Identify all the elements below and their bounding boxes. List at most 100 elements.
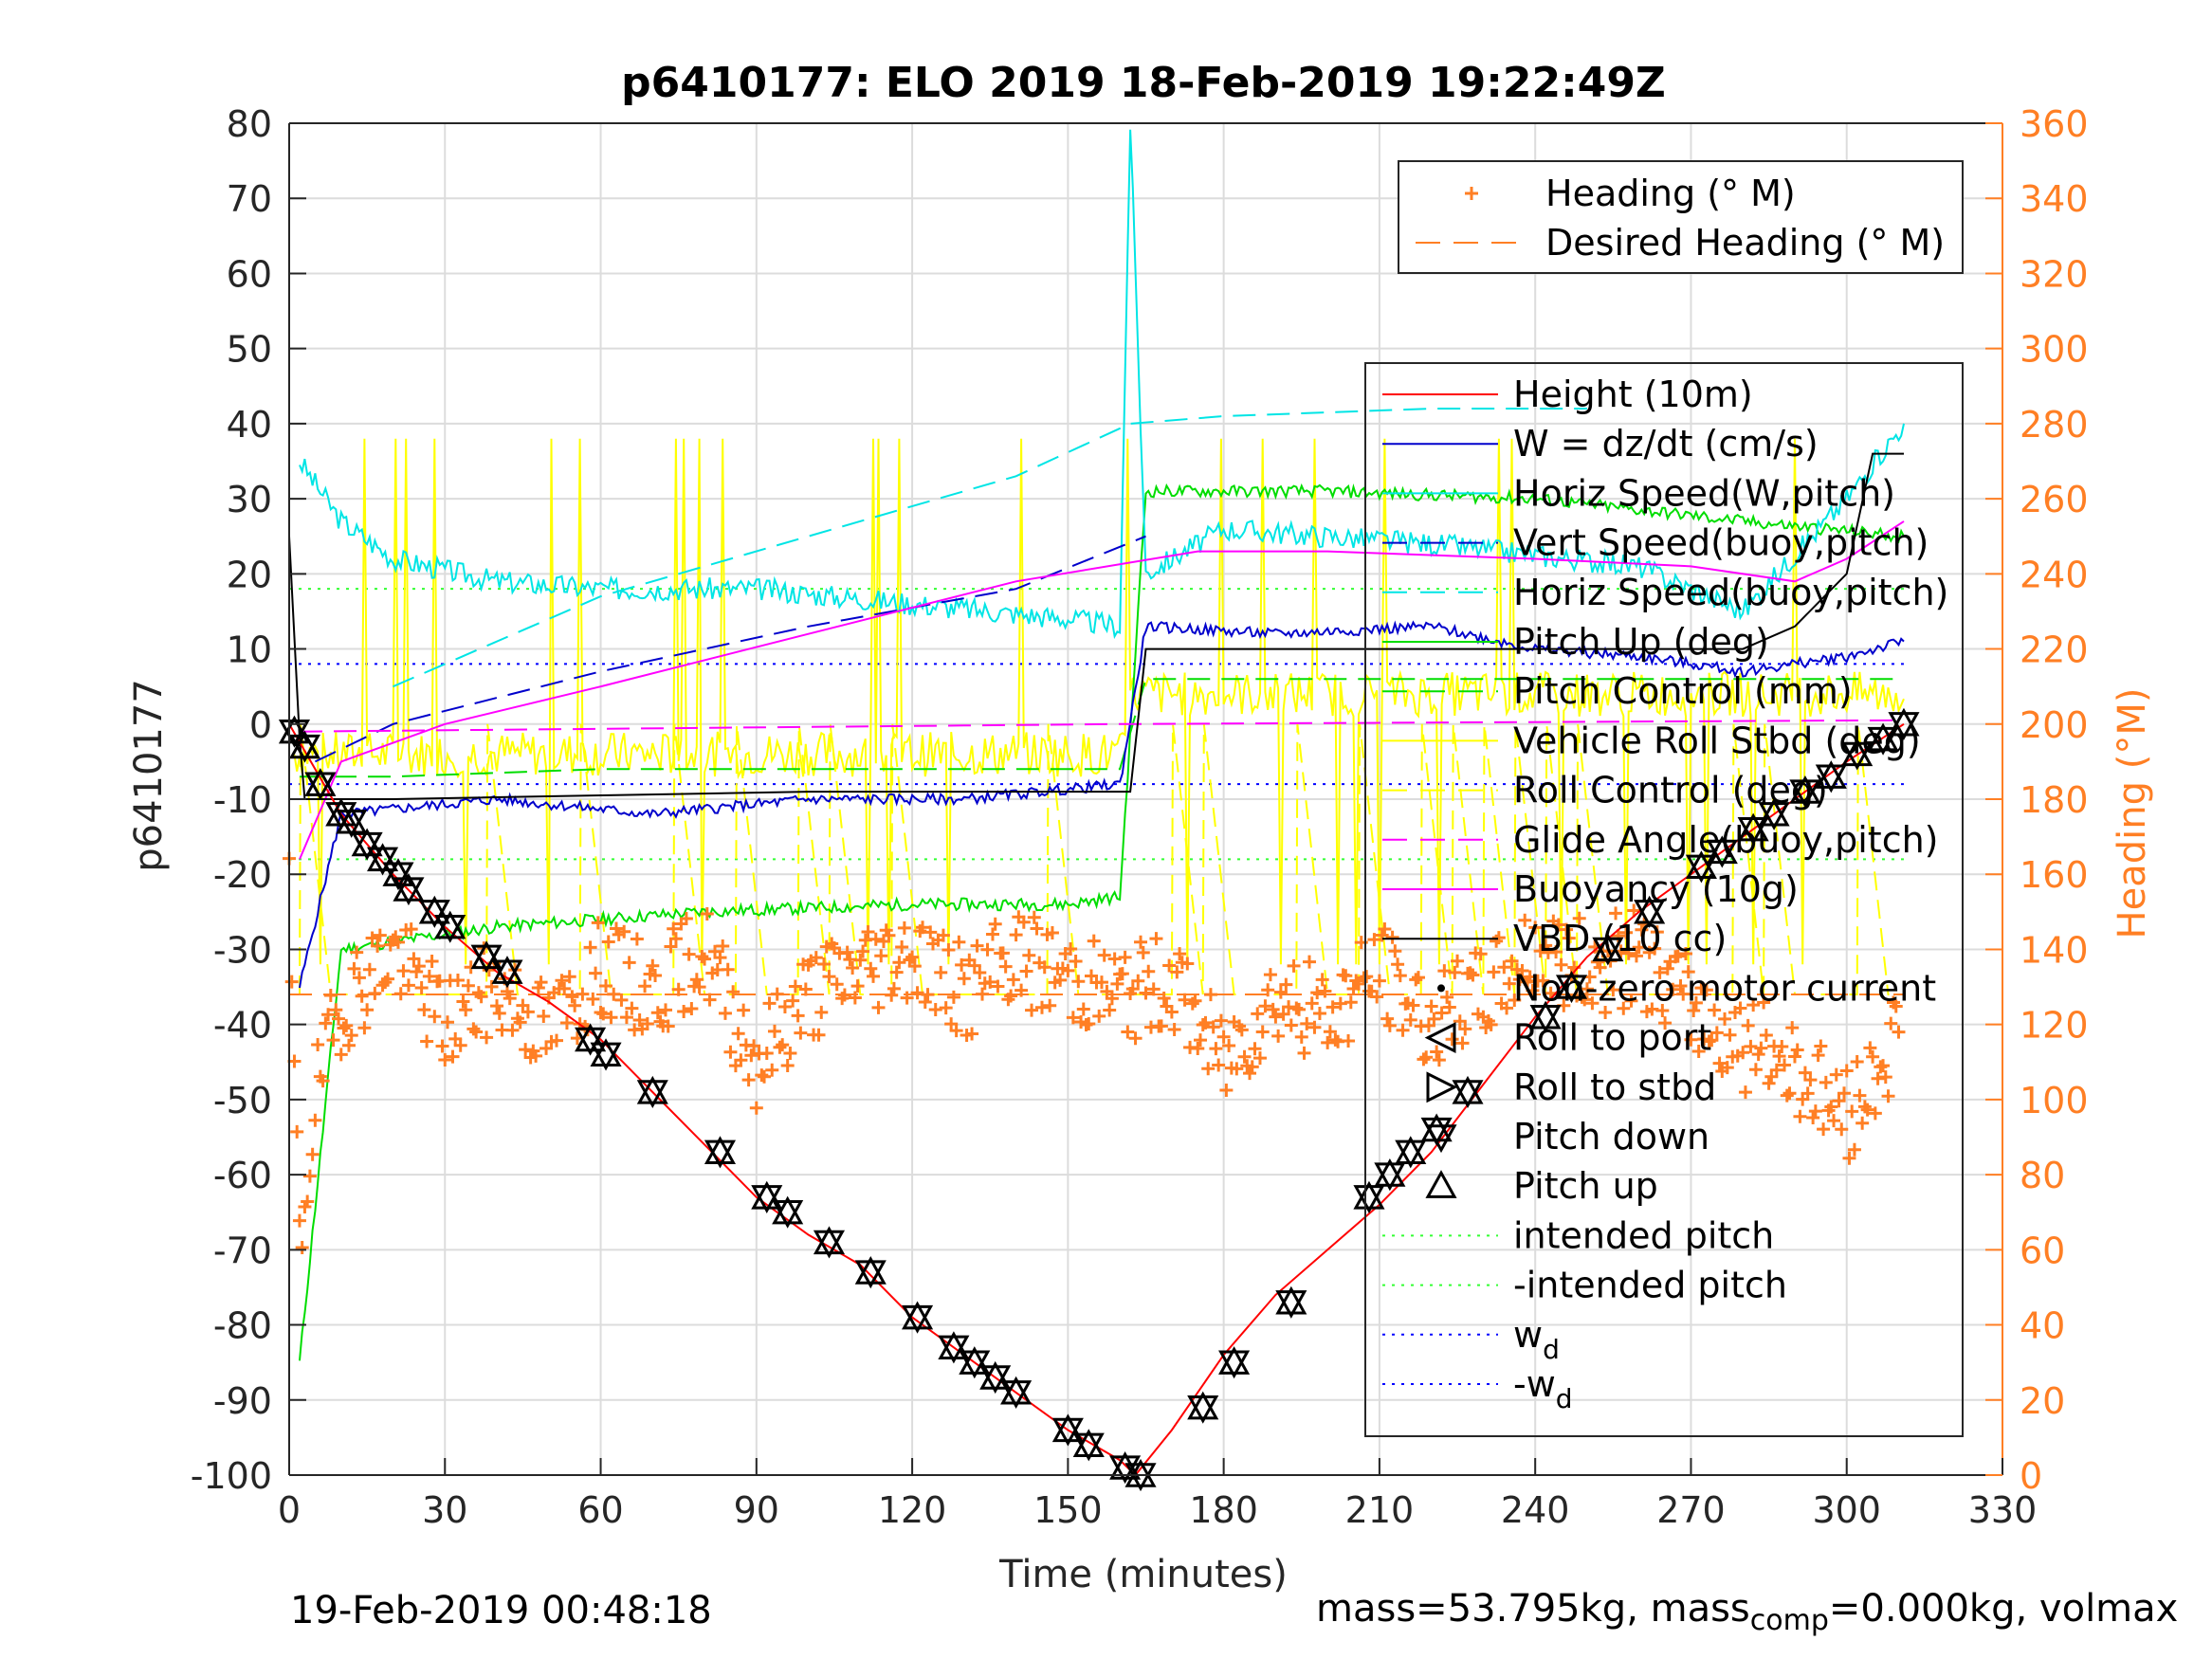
heading-marker <box>589 966 603 980</box>
heading-marker <box>290 1124 304 1139</box>
heading-marker <box>1599 1005 1613 1019</box>
heading-marker <box>700 906 714 921</box>
heading-marker <box>555 974 569 988</box>
heading-marker <box>576 987 590 1001</box>
pitch-up-marker <box>751 1180 783 1210</box>
heading-marker <box>1214 1013 1228 1028</box>
heading-marker <box>1723 1028 1737 1042</box>
y-right-tick-label: 80 <box>2020 1155 2065 1196</box>
heading-marker <box>638 979 652 994</box>
pitch-up-marker <box>636 1075 668 1104</box>
heading-marker <box>1315 973 1329 987</box>
y-left-tick-label: -10 <box>213 779 272 821</box>
heading-marker <box>1666 982 1680 996</box>
heading-marker <box>1393 969 1407 983</box>
heading-marker <box>1435 1006 1449 1020</box>
pitch-up-marker <box>1218 1346 1251 1375</box>
heading-marker <box>1266 1002 1280 1016</box>
pitch-up-marker <box>1815 760 1847 789</box>
heading-marker <box>619 1011 633 1025</box>
heading-marker <box>1284 1018 1298 1032</box>
heading-marker <box>895 939 909 954</box>
heading-marker <box>428 1010 442 1024</box>
heading-marker <box>292 1213 306 1228</box>
legend-label: Roll to port <box>1513 1017 1711 1059</box>
heading-marker <box>1142 964 1156 978</box>
heading-marker <box>887 981 901 995</box>
heading-marker <box>1164 1005 1179 1019</box>
heading-marker <box>695 950 709 964</box>
heading-marker <box>284 975 299 989</box>
heading-marker <box>965 1027 979 1041</box>
heading-marker <box>923 925 938 939</box>
pitch-up-marker <box>470 940 503 970</box>
pitch-up-marker <box>418 895 450 924</box>
heading-marker <box>1097 948 1111 962</box>
heading-marker <box>1136 945 1150 959</box>
heading-marker <box>749 1101 763 1115</box>
heading-marker <box>776 1038 790 1052</box>
heading-marker <box>1071 975 1086 989</box>
heading-marker <box>1344 995 1358 1010</box>
pitch-up-marker <box>1187 1391 1219 1420</box>
heading-marker <box>970 939 984 953</box>
heading-marker <box>1053 973 1068 987</box>
heading-marker <box>350 945 364 959</box>
heading-marker <box>885 988 899 1002</box>
heading-marker <box>1252 1051 1267 1066</box>
heading-marker <box>1876 1059 1891 1073</box>
heading-marker <box>1131 974 1145 988</box>
heading-marker <box>1440 990 1454 1004</box>
series-glide-angle <box>299 719 1899 733</box>
pitch-up-marker <box>393 872 425 902</box>
heading-marker <box>649 968 663 982</box>
heading-marker <box>1827 1114 1841 1128</box>
heading-marker <box>1312 1007 1326 1020</box>
y-right-tick-label: 240 <box>2020 554 2089 595</box>
pitch-up-marker <box>854 1256 887 1285</box>
heading-marker <box>401 978 415 993</box>
heading-marker <box>1022 948 1036 962</box>
y-right-tick-label: 140 <box>2020 929 2089 971</box>
heading-marker <box>1817 1122 1831 1137</box>
y-left-tick-label: -20 <box>213 854 272 896</box>
heading-marker <box>414 980 429 994</box>
heading-marker <box>668 932 683 946</box>
pitch-up-marker <box>491 956 523 984</box>
heading-marker <box>1463 966 1477 980</box>
legend-label: Vert Speed(buoy,pitch) <box>1513 522 1929 564</box>
pitch-up-marker <box>1529 1000 1562 1030</box>
pitch-up-marker <box>1000 1376 1033 1405</box>
heading-marker <box>1069 955 1083 969</box>
heading-marker <box>1162 958 1177 973</box>
legend-label: VBD (10 cc) <box>1513 918 1727 959</box>
heading-marker <box>1409 973 1423 987</box>
heading-marker <box>1269 1010 1283 1024</box>
heading-marker <box>1118 950 1132 964</box>
pitch-up-marker <box>1789 775 1821 804</box>
legend-label: Pitch down <box>1513 1116 1709 1158</box>
heading-marker <box>1432 1053 1446 1067</box>
heading-marker <box>1375 928 1389 942</box>
heading-marker <box>941 943 956 957</box>
heading-marker <box>1360 970 1374 984</box>
heading-marker <box>1772 1049 1786 1064</box>
heading-marker <box>1245 1060 1259 1074</box>
heading-marker <box>1154 1019 1168 1033</box>
heading-marker <box>568 998 582 1012</box>
y-left-tick-label: -70 <box>213 1230 272 1271</box>
heading-marker <box>1004 989 1018 1003</box>
heading-marker <box>767 1024 781 1038</box>
x-tick-label: 300 <box>1812 1489 1881 1531</box>
series-horiz-speed-buoy <box>393 408 1587 688</box>
heading-marker <box>1653 965 1667 979</box>
heading-marker <box>492 1006 506 1020</box>
y-right-tick-label: 260 <box>2020 479 2089 520</box>
pitch-up-marker <box>1737 812 1769 842</box>
y-left-tick-label: -30 <box>213 929 272 971</box>
heading-marker <box>1417 1052 1431 1066</box>
heading-marker <box>1173 947 1187 961</box>
heading-marker <box>677 1005 691 1019</box>
heading-marker <box>679 911 693 925</box>
heading-marker <box>1276 1007 1290 1021</box>
